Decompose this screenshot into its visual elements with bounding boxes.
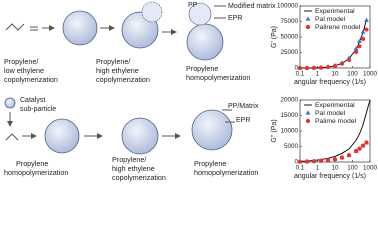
y-tick-label: 10000 (280, 128, 298, 135)
x-tick-label: 10 (331, 165, 339, 172)
callout: EPR (236, 117, 250, 124)
callout: PP/Matrix (228, 103, 259, 110)
particle (191, 109, 233, 151)
label: copolymerization (112, 173, 166, 182)
label: Catalyst (20, 97, 45, 104)
data-point (360, 29, 366, 34)
data-point (318, 158, 324, 163)
callout-line (222, 109, 235, 123)
data-point (357, 44, 362, 49)
y-axis-label: G' (Pa) (271, 26, 278, 48)
x-tick-label: 0.1 (296, 165, 305, 172)
legend-swatch (305, 110, 311, 115)
legend-swatch (305, 16, 311, 21)
legend-label: Pal model (315, 16, 346, 23)
catalyst-icon (4, 97, 16, 109)
data-point (364, 27, 369, 32)
data-point (353, 46, 359, 51)
y-tick-label: 75000 (280, 18, 298, 25)
y-tick-label: 0 (294, 65, 298, 72)
legend-label: Experimental (315, 102, 355, 109)
label: copolymerization (96, 75, 150, 84)
y-tick-label: 100000 (277, 3, 299, 10)
label: Propylene/ (96, 57, 130, 66)
legend-label: Palime model (315, 118, 357, 125)
y-tick-label: 5000 (284, 143, 299, 150)
data-point (353, 49, 359, 54)
y-tick-label: 25000 (280, 49, 298, 56)
zoom (141, 1, 163, 23)
x-tick-label: 0.1 (296, 71, 305, 78)
data-point (357, 38, 362, 43)
label: homopolymerization (194, 168, 258, 177)
x-tick-label: 1000 (363, 71, 378, 78)
x-axis-label: angular frequency (1/s) (294, 173, 366, 180)
label: Propylene/ (4, 57, 38, 66)
data-point (357, 146, 362, 151)
callout-line (214, 5, 226, 19)
x-tick-label: 1000 (363, 165, 378, 172)
data-point (353, 149, 359, 154)
y-tick-label: 0 (294, 159, 298, 166)
data-point (339, 61, 345, 66)
data-point (318, 65, 324, 70)
data-point (297, 65, 303, 71)
data-point (311, 65, 317, 70)
particle (44, 118, 80, 154)
propylene-icon (5, 23, 25, 31)
y-tick-label: 15000 (280, 112, 298, 119)
label: Propylene (186, 64, 218, 73)
data-point (325, 64, 331, 70)
callout: EPR (228, 15, 242, 22)
data-point (360, 143, 366, 148)
figure: PP Modified matrix EPR Propylene/ low et… (4, 1, 378, 182)
particle (121, 117, 159, 155)
x-tick-label: 100 (347, 71, 358, 78)
diagram: PP Modified matrix EPR Propylene/ low et… (4, 1, 276, 182)
legend-label: Experimental (315, 8, 355, 15)
legend-swatch (305, 118, 311, 124)
x-tick-label: 1 (316, 165, 320, 172)
data-point (325, 158, 331, 163)
data-point (346, 57, 352, 63)
data-point (332, 63, 338, 69)
data-point (311, 159, 317, 164)
label: Propylene (194, 159, 226, 168)
y-tick-label: 20000 (280, 97, 298, 104)
zoom (188, 2, 212, 26)
label: Propylene (16, 159, 48, 168)
data-point (304, 65, 310, 71)
label: low ethylene (4, 66, 44, 75)
legend-swatch (305, 24, 311, 30)
callout: PP (188, 2, 198, 9)
particle (62, 10, 98, 46)
propylene-icon (5, 133, 19, 141)
y-tick-label: 50000 (280, 34, 298, 41)
label: homopolymerization (186, 73, 250, 82)
data-point (360, 36, 366, 41)
label: homopolymerization (4, 168, 68, 177)
x-tick-label: 100 (347, 165, 358, 172)
callout: Modified matrix (228, 3, 276, 10)
data-point (339, 155, 345, 160)
legend-label: Palirene model (315, 24, 361, 31)
data-point (297, 159, 303, 164)
label: copolymerization (4, 75, 58, 84)
data-point (364, 17, 369, 22)
label: sub-particle (20, 106, 56, 113)
label: high ethylene (112, 164, 155, 173)
x-axis-label: angular frequency (1/s) (294, 79, 366, 86)
label: high ethylene (96, 66, 139, 75)
data-point (304, 159, 310, 164)
label: Propylene/ (112, 155, 146, 164)
x-tick-label: 10 (331, 71, 339, 78)
plus-icon (30, 26, 38, 31)
particle (186, 23, 224, 61)
data-point (346, 153, 352, 158)
x-tick-label: 1 (316, 71, 320, 78)
legend-label: Pal model (315, 110, 346, 117)
data-point (364, 140, 369, 145)
data-point (332, 157, 338, 162)
y-axis-label: G'' (Pa) (271, 119, 278, 142)
